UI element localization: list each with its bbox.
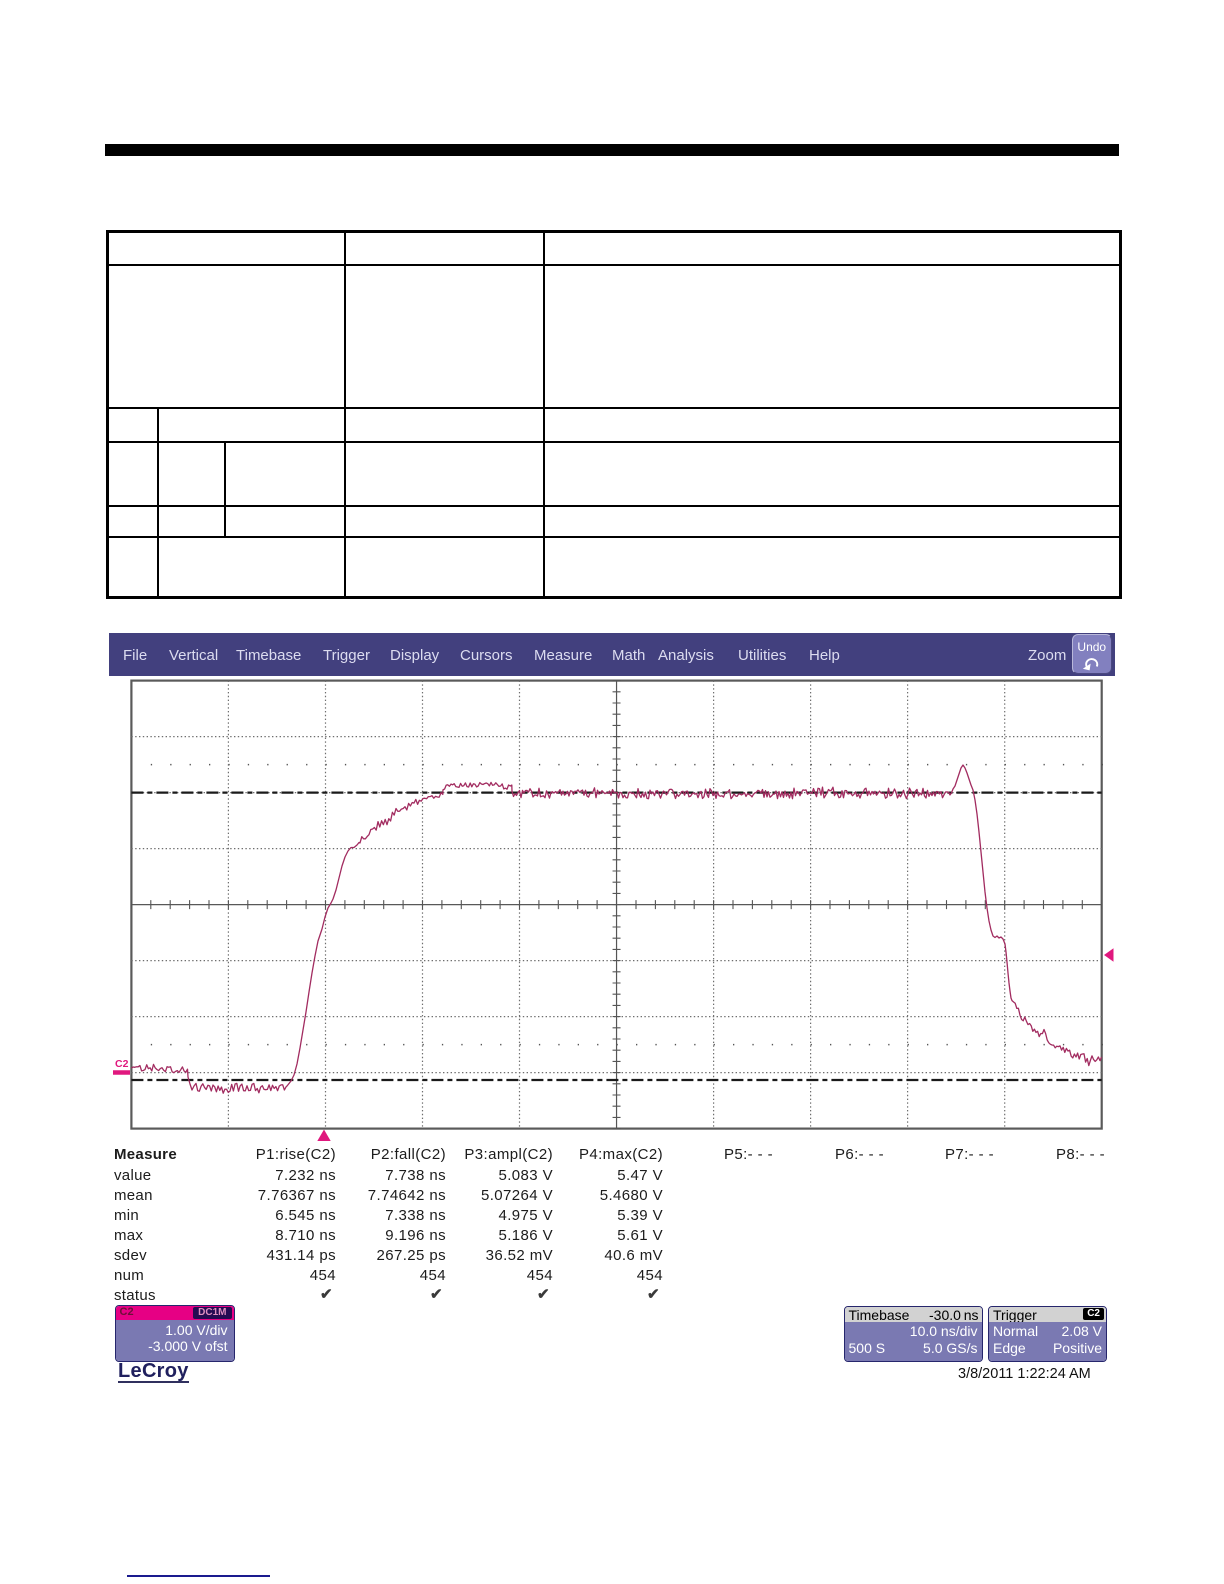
svg-text:C2: C2 (115, 1058, 129, 1070)
